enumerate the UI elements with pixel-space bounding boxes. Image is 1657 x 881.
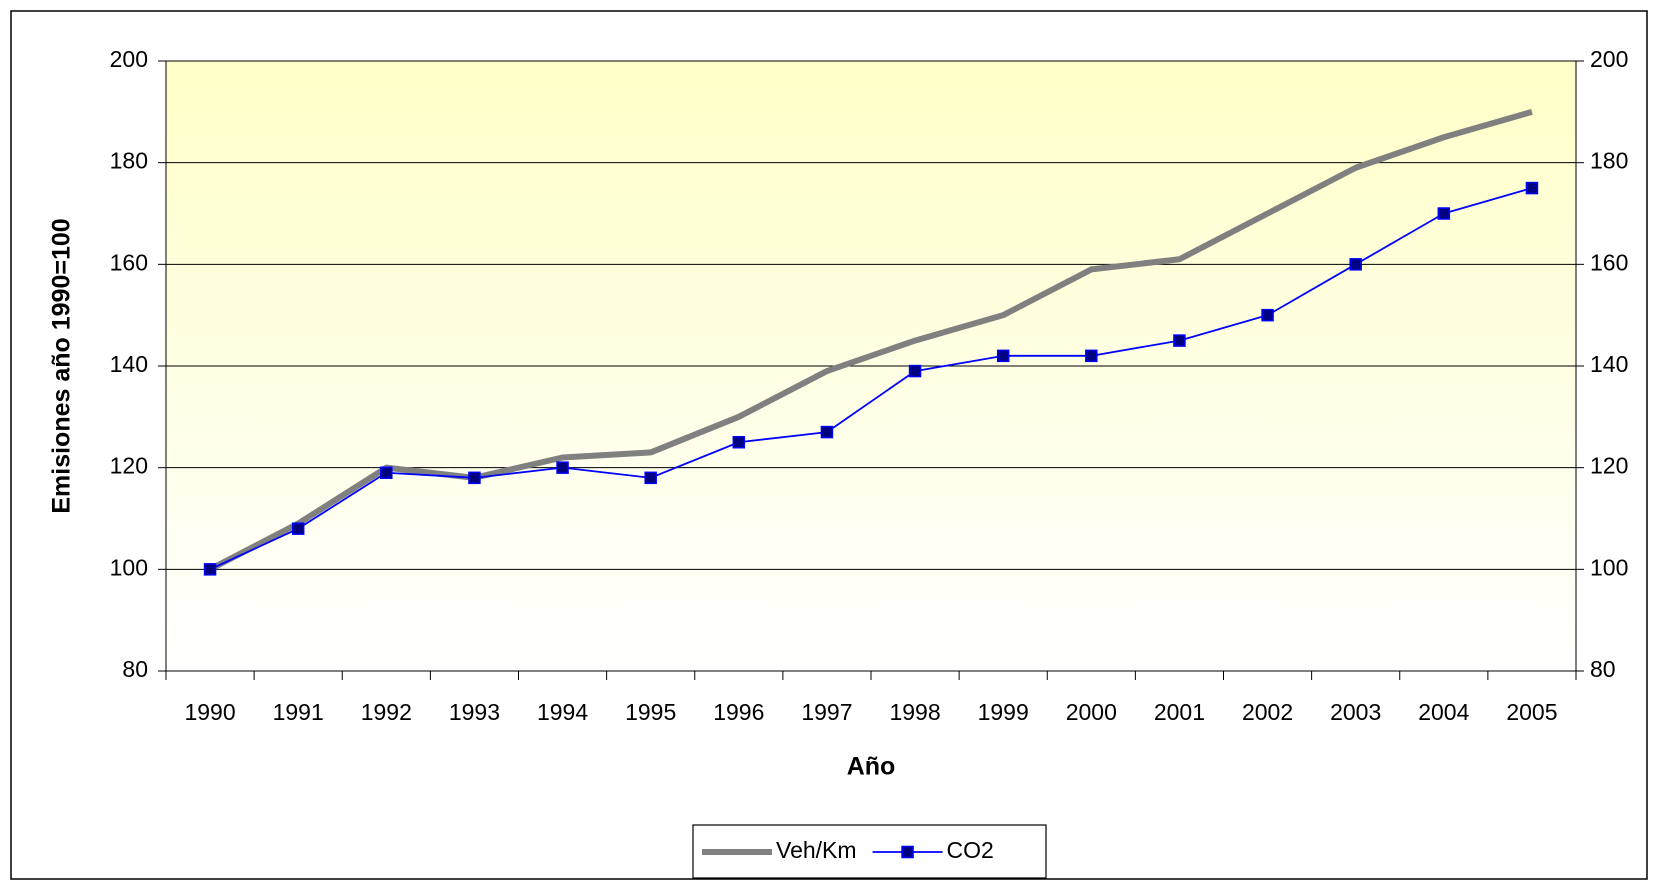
series-marker [1437, 207, 1451, 220]
series-marker [468, 471, 481, 485]
x-tick-label: 1996 [713, 699, 764, 725]
x-tick-label: 1993 [449, 699, 500, 725]
x-tick-label: 2001 [1154, 699, 1205, 725]
x-tick-label: 2002 [1242, 699, 1293, 725]
x-tick-label: 2003 [1330, 699, 1381, 725]
series-marker [203, 563, 217, 576]
y-tick-label: 80 [122, 656, 148, 682]
series-marker [996, 349, 1010, 363]
x-tick-label: 1998 [889, 699, 940, 725]
y-tick-label: 200 [110, 46, 148, 72]
x-tick-label: 1994 [537, 699, 588, 725]
x-tick-label: 1997 [801, 699, 852, 725]
series-marker [1085, 349, 1098, 363]
series-marker [380, 466, 393, 479]
x-tick-label: 1995 [625, 699, 676, 725]
y2-tick-label: 80 [1590, 656, 1616, 682]
y-tick-label: 180 [110, 148, 148, 174]
y2-tick-label: 180 [1590, 148, 1628, 174]
series-marker [1261, 308, 1274, 322]
series-line [209, 187, 1533, 571]
y2-tick-label: 200 [1590, 46, 1628, 72]
legend-label: Veh/Km [776, 837, 857, 863]
y-tick-label: 100 [110, 554, 148, 580]
x-tick-label: 1991 [273, 699, 324, 725]
series-marker [820, 425, 834, 439]
series-marker [1173, 334, 1186, 347]
series-marker [908, 364, 922, 378]
y-axis-title: Emisiones año 1990=100 [48, 218, 76, 513]
x-tick-label: 1992 [361, 699, 412, 725]
x-tick-label: 2005 [1506, 699, 1557, 725]
y-tick-label: 140 [110, 351, 148, 377]
legend-marker [901, 845, 914, 859]
y2-tick-label: 160 [1590, 249, 1628, 275]
x-axis-title: Año [847, 753, 896, 781]
series-line [208, 108, 1533, 572]
y2-tick-label: 140 [1590, 351, 1628, 377]
y-tick-label: 120 [110, 453, 148, 479]
series-marker [1349, 258, 1362, 271]
x-tick-label: 1999 [978, 699, 1029, 725]
x-tick-label: 1990 [184, 699, 235, 725]
legend-label: CO2 [947, 837, 994, 863]
series-marker [556, 461, 569, 474]
x-tick-label: 2004 [1418, 699, 1469, 725]
series-marker [644, 471, 657, 485]
y-tick-label: 160 [110, 249, 148, 275]
series-marker [1525, 181, 1539, 195]
y2-tick-label: 100 [1590, 554, 1628, 580]
series-marker [732, 436, 746, 449]
series-marker [291, 522, 305, 535]
x-tick-label: 2000 [1066, 699, 1117, 725]
y2-tick-label: 120 [1590, 453, 1628, 479]
